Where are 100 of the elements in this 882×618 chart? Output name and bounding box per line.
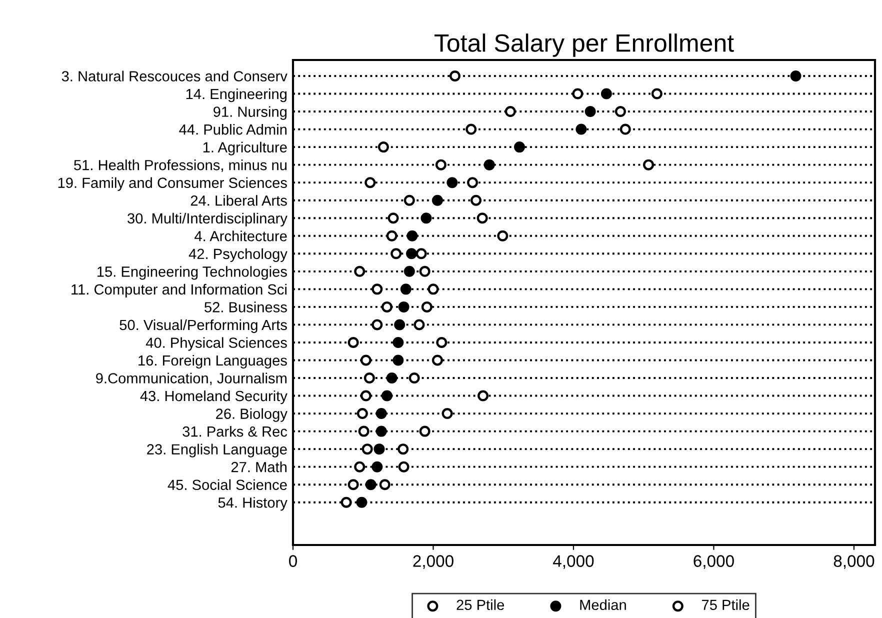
point [394, 319, 406, 330]
point [376, 426, 387, 437]
point [478, 390, 489, 402]
point [466, 124, 477, 135]
legend-label: 25 Ptile [456, 599, 504, 610]
point [421, 301, 432, 312]
y-tick-label: 42. Psychology [188, 248, 288, 262]
point [470, 194, 482, 206]
point [360, 354, 372, 366]
y-tick-label: 50. Visual/Performing Arts [120, 319, 287, 334]
point [497, 230, 508, 242]
point [600, 88, 612, 100]
y-tick-label: 4. Architecture [194, 230, 287, 242]
y-tick-label: 19. Family and Consumer Sciences [58, 177, 287, 191]
point [390, 248, 402, 260]
point [372, 461, 383, 472]
y-tick-label: 26. Biology [216, 408, 288, 422]
point [398, 444, 409, 455]
y-tick-label: 1. Agriculture [203, 142, 287, 156]
point [372, 284, 383, 295]
legend-label: 75 Ptile [702, 599, 750, 610]
point [392, 336, 404, 348]
point [381, 390, 392, 402]
y-tick-label: 27. Math [231, 462, 287, 472]
x-tick-label: 6,000 [694, 555, 734, 569]
point [379, 479, 390, 490]
point [400, 284, 412, 295]
x-tick-label: 8,000 [834, 555, 874, 569]
point [504, 106, 516, 118]
y-tick-label: 23. English Language [147, 444, 287, 458]
point [392, 354, 404, 366]
point [484, 159, 495, 170]
point [374, 444, 385, 455]
point [364, 372, 375, 384]
point [467, 177, 478, 188]
y-tick-label: 9.Communication, Journalism [96, 372, 286, 386]
y-tick-label: 91. Nursing [214, 106, 287, 120]
y-tick-label: 24. Liberal Arts [190, 195, 287, 206]
point [406, 248, 418, 260]
point [514, 142, 525, 153]
point [365, 479, 376, 490]
x-tick-label: 0 [289, 555, 297, 567]
point [378, 142, 389, 153]
point [620, 124, 631, 135]
point [643, 159, 654, 170]
point [398, 301, 410, 312]
point [386, 372, 398, 384]
y-tick-label: 15. Engineering Technologies [97, 266, 287, 280]
chart-title: Total Salary per Enrollment [434, 34, 734, 57]
point [572, 88, 584, 100]
point [414, 319, 425, 330]
point [576, 124, 587, 135]
point [432, 194, 443, 206]
point [388, 212, 399, 224]
point [404, 266, 415, 277]
point [435, 159, 446, 170]
y-tick-label: 51. Health Professions, minus nu [74, 160, 286, 172]
point [416, 248, 427, 260]
point [348, 479, 359, 490]
point [408, 372, 420, 384]
x-tick-label: 4,000 [553, 555, 594, 569]
point [584, 106, 596, 118]
point [356, 496, 368, 508]
point [476, 212, 488, 224]
point [348, 336, 359, 348]
point [386, 230, 398, 242]
y-tick-label: 44. Public Admin [179, 124, 287, 135]
point [354, 461, 366, 472]
y-tick-label: 16. Foreign Languages [138, 354, 287, 369]
point [364, 177, 376, 188]
y-tick-label: 54. History [218, 497, 288, 511]
point [432, 354, 443, 366]
point [381, 301, 392, 312]
point [398, 461, 410, 472]
point [449, 70, 460, 82]
y-tick-label: 43. Homeland Security [140, 390, 288, 404]
y-tick-label: 11. Computer and Information Sci [72, 284, 286, 298]
y-tick-label: 14. Engineering [186, 88, 287, 102]
point [360, 390, 372, 402]
point [404, 194, 415, 206]
point [356, 408, 368, 420]
point [651, 88, 662, 100]
legend-label: Median [580, 599, 626, 610]
point [340, 496, 352, 508]
y-tick-label: 40. Physical Sciences [146, 337, 287, 351]
point [362, 444, 373, 455]
point [358, 426, 370, 437]
y-tick-label: 45. Social Science [168, 479, 287, 490]
point [419, 426, 430, 437]
point [446, 177, 458, 188]
point [790, 70, 802, 82]
point [376, 408, 387, 420]
point [354, 266, 366, 277]
point [406, 230, 418, 242]
point [436, 336, 448, 348]
y-tick-label: 3. Natural Rescouces and Conserv [62, 70, 288, 82]
y-tick-label: 31. Parks & Rec [182, 426, 288, 437]
point [428, 284, 439, 295]
y-tick-label: 52. Business [204, 302, 287, 312]
point [420, 212, 432, 224]
